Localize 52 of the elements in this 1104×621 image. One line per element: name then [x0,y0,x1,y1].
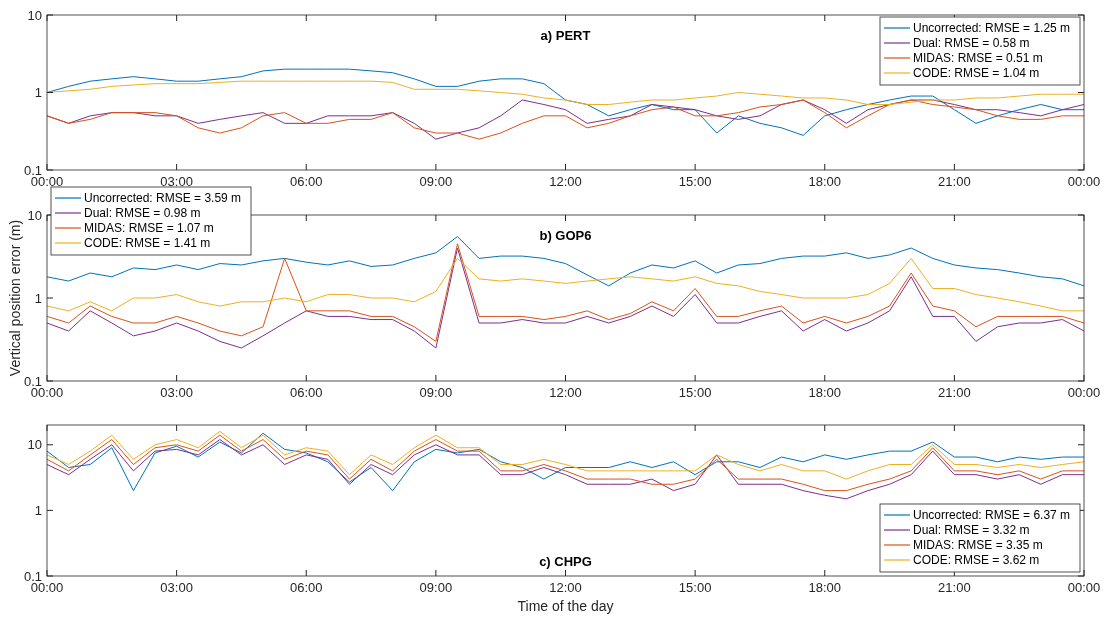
legend-label: CODE: RMSE = 3.62 m [913,553,1040,567]
legend-label: Dual: RMSE = 0.58 m [913,36,1030,50]
line-series [46,430,1085,480]
x-tick-label: 12:00 [549,385,582,400]
x-tick-label: 12:00 [549,580,582,595]
line-series [46,68,1085,136]
text: b) GOP6 [539,228,592,243]
x-tick-label: 03:00 [160,174,193,189]
x-tick-label: 15:00 [678,580,712,595]
x-tick-label: 12:00 [549,174,582,189]
x-tick-label: 06:00 [289,174,323,189]
line-series [46,99,1085,140]
y-axis-title: Vertical position error (m) [7,219,23,377]
x-tick-label: 00:00 [1067,385,1101,400]
y-tick-label: 1 [34,502,42,518]
legend-label: CODE: RMSE = 1.04 m [913,66,1040,80]
line-series [46,439,1085,500]
legend-label: Dual: RMSE = 0.98 m [84,206,201,220]
x-tick-label: 15:00 [678,385,712,400]
x-tick-label: 21:00 [938,174,971,189]
x-tick-label: 15:00 [678,174,712,189]
x-tick-label: 00:00 [1067,174,1101,189]
x-tick-label: 03:00 [160,580,193,595]
legend-label: Uncorrected: RMSE = 3.59 m [84,191,242,205]
legend-label: Uncorrected: RMSE = 1.25 m [913,21,1071,35]
legend-label: MIDAS: RMSE = 1.07 m [84,221,214,235]
text: a) PERT [540,28,591,43]
legend-label: Dual: RMSE = 3.32 m [913,523,1030,537]
legend-label: Uncorrected: RMSE = 6.37 m [913,508,1071,522]
x-tick-label: 06:00 [289,385,323,400]
line-series [46,257,1085,312]
x-tick-label: 09:00 [419,385,453,400]
legend-label: MIDAS: RMSE = 0.51 m [913,51,1043,65]
x-tick-label: 03:00 [160,385,193,400]
text: c) CHPG [539,554,592,569]
x-tick-label: 06:00 [289,580,323,595]
x-axis-title: Time of the day [517,598,614,614]
x-tick-label: 18:00 [808,174,842,189]
y-tick-label: 1 [34,290,42,306]
x-tick-label: 09:00 [419,174,453,189]
legend-label: MIDAS: RMSE = 3.35 m [913,538,1043,552]
y-tick-label: 10 [27,7,42,23]
x-tick-label: 09:00 [419,580,453,595]
y-tick-label: 1 [34,85,42,100]
x-tick-label: 21:00 [938,385,971,400]
legend-label: CODE: RMSE = 1.41 m [84,236,211,250]
y-tick-label: 10 [27,437,42,453]
x-tick-label: 00:00 [1067,580,1101,595]
x-tick-label: 18:00 [808,385,842,400]
y-tick-label: 10 [27,207,42,223]
x-tick-label: 18:00 [808,580,842,595]
x-tick-label: 21:00 [938,580,971,595]
